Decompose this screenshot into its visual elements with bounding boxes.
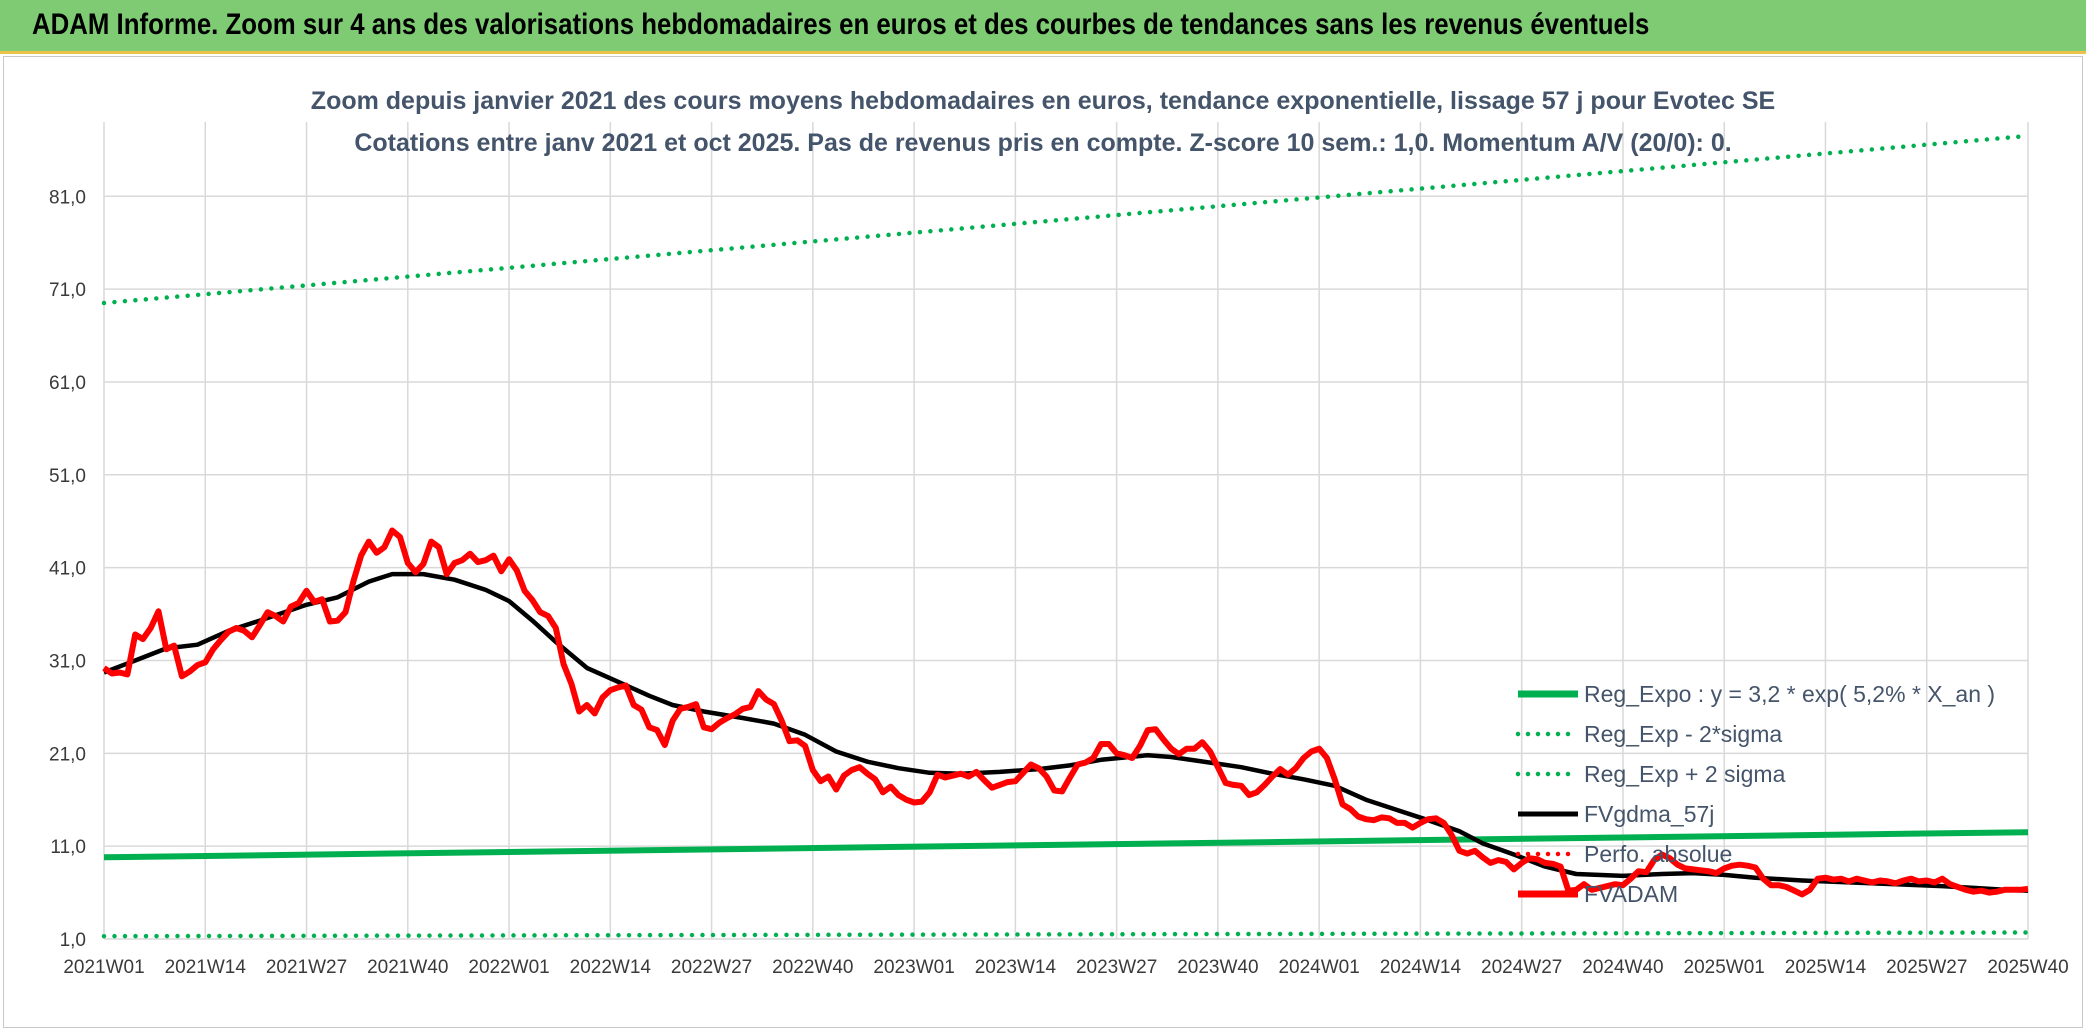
- plot-area: [101, 133, 2031, 939]
- y-tick-label: 81,0: [49, 187, 86, 208]
- y-tick-label: 51,0: [49, 466, 86, 487]
- y-tick-label: 61,0: [49, 373, 86, 394]
- x-tick-label: 2024W14: [1380, 957, 1462, 978]
- x-tick-label: 2025W01: [1684, 957, 1765, 978]
- y-tick-label: 11,0: [50, 837, 86, 858]
- x-tick-label: 2022W40: [772, 957, 853, 978]
- x-tick-label: 2025W27: [1886, 957, 1967, 978]
- y-tick-label: 21,0: [49, 744, 86, 765]
- x-tick-label: 2021W14: [165, 957, 247, 978]
- x-tick-label: 2022W14: [570, 957, 652, 978]
- x-tick-label: 2023W27: [1076, 957, 1157, 978]
- x-tick-label: 2023W40: [1177, 957, 1258, 978]
- y-tick-label: 71,0: [49, 280, 86, 301]
- report-banner: ADAM Informe. Zoom sur 4 ans des valoris…: [0, 0, 2086, 54]
- legend-label: Reg_Exp - 2*sigma: [1584, 721, 1782, 747]
- y-tick-label: 41,0: [49, 559, 86, 580]
- x-tick-label: 2025W14: [1785, 957, 1867, 978]
- y-tick-label: 31,0: [49, 651, 86, 672]
- series-line: [101, 133, 2031, 306]
- x-tick-label: 2022W27: [671, 957, 752, 978]
- chart-frame: [3, 56, 2083, 1028]
- series-line: [103, 571, 2029, 893]
- x-tick-label: 2023W14: [975, 957, 1057, 978]
- legend-label: Perfo. absolue: [1584, 841, 1732, 867]
- legend: Reg_Expo : y = 3,2 * exp( 5,2% * X_an ) R…: [1515, 681, 1995, 907]
- chart-subtitle: Cotations entre janv 2021 et oct 2025. P…: [354, 129, 1731, 157]
- series-line: [102, 527, 2029, 898]
- legend-label: Reg_Expo : y = 3,2 * exp( 5,2% * X_an ): [1584, 681, 1995, 707]
- x-tick-label: 2021W27: [266, 957, 347, 978]
- x-tick-label: 2022W01: [468, 957, 549, 978]
- x-tick-label: 2024W27: [1481, 957, 1562, 978]
- legend-label: FVADAM: [1584, 881, 1678, 907]
- x-tick-label: 2021W01: [63, 957, 144, 978]
- x-tick-label: 2024W40: [1582, 957, 1663, 978]
- x-tick-label: 2023W01: [873, 957, 954, 978]
- x-axis: 2021W01 2021W14 2021W27 2021W40 2022W01 2022W…: [63, 957, 2068, 978]
- legend-label: Reg_Exp + 2 sigma: [1584, 761, 1786, 787]
- series-line: [103, 829, 2029, 861]
- report-title: ADAM Informe. Zoom sur 4 ans des valoris…: [32, 8, 1650, 41]
- grid: [103, 122, 2029, 940]
- y-tick-label: 1,0: [60, 930, 86, 951]
- legend-label: FVgdma_57j: [1584, 801, 1714, 827]
- x-tick-label: 2024W01: [1278, 957, 1359, 978]
- x-tick-label: 2025W40: [1987, 957, 2068, 978]
- series-line: [101, 930, 2031, 939]
- x-tick-label: 2021W40: [367, 957, 448, 978]
- y-axis: 1,0 11,0 21,0 31,0 41,0 51,0 61,0 71,0 81,0: [49, 187, 86, 951]
- chart-title: Zoom depuis janvier 2021 des cours moyen…: [311, 87, 1775, 115]
